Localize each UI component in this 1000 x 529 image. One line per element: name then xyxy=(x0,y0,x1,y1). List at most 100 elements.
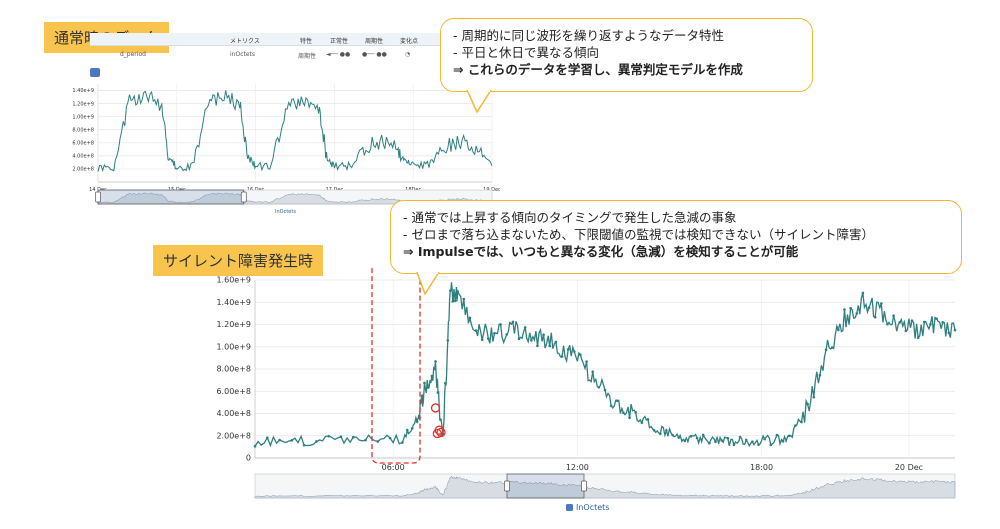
y-tick-label: 1.40e+9 xyxy=(216,298,251,307)
data-point xyxy=(916,336,920,340)
data-point xyxy=(652,428,656,432)
data-point xyxy=(560,355,564,358)
range-navigator[interactable] xyxy=(254,473,956,499)
data-point xyxy=(523,326,527,329)
navigator-selection[interactable] xyxy=(97,189,245,205)
data-point xyxy=(603,388,607,392)
data-point xyxy=(775,433,779,437)
y-tick-label: 0 xyxy=(246,454,251,463)
data-point xyxy=(579,353,582,357)
navigator-handle[interactable] xyxy=(240,191,247,203)
legend-inoctets[interactable]: InOctets xyxy=(576,503,610,512)
data-point xyxy=(787,434,791,438)
data-point xyxy=(615,399,619,403)
data-point xyxy=(315,440,318,443)
data-point xyxy=(597,386,601,389)
callout-silent-failure: - 通常では上昇する傾向のタイミングで発生した急減の事象 - ゼロまで落ち込まな… xyxy=(390,200,962,274)
data-point xyxy=(290,439,294,442)
y-tick-label: 1.00e+9 xyxy=(72,114,94,120)
y-tick-label: 1.40e+9 xyxy=(72,88,94,94)
data-point xyxy=(732,443,736,447)
data-point xyxy=(302,443,306,447)
data-point xyxy=(757,443,760,447)
data-point xyxy=(388,436,392,440)
table-header-change: 変化点 xyxy=(400,38,419,45)
callout-tail xyxy=(416,272,440,296)
anomaly-marker xyxy=(434,425,444,435)
table-header-normality: 正常性 xyxy=(330,38,349,45)
chart-toggle-icon[interactable] xyxy=(90,68,100,77)
legend-checkbox[interactable] xyxy=(566,504,573,511)
table-row-change: ◔ xyxy=(405,51,411,58)
table-row-metric: inOctets xyxy=(230,51,256,58)
data-point xyxy=(794,424,797,427)
data-point xyxy=(922,320,926,324)
data-point xyxy=(426,386,430,389)
data-point xyxy=(265,436,269,439)
table-row-normality: ◄── ●● xyxy=(326,51,351,58)
data-point xyxy=(517,337,521,341)
callout-tail xyxy=(466,90,492,114)
navigator-handle[interactable] xyxy=(581,480,587,492)
data-point xyxy=(430,374,434,378)
callout-line: - 通常では上昇する傾向のタイミングで発生した急減の事象 xyxy=(403,210,737,225)
data-point xyxy=(806,402,809,406)
data-point xyxy=(738,435,742,439)
silent-failure-chart: 0 2.00e+8 4.00e+8 6.00e+8 8.00e+8 1.00e+9 1.20… xyxy=(216,268,957,512)
data-point xyxy=(499,323,502,326)
data-point xyxy=(420,394,424,398)
legend-inoctets[interactable]: InOctets xyxy=(275,209,296,215)
data-point xyxy=(591,370,595,373)
y-tick-label: 4.00e+8 xyxy=(72,154,94,160)
y-tick-label: 1.20e+9 xyxy=(216,320,251,329)
data-point xyxy=(439,418,442,421)
data-point xyxy=(683,439,687,443)
data-point xyxy=(849,306,852,310)
data-point xyxy=(763,437,766,441)
data-point xyxy=(415,420,419,423)
data-point xyxy=(364,438,367,442)
data-point xyxy=(505,333,509,336)
data-point xyxy=(548,344,552,348)
data-point xyxy=(530,338,533,342)
data-point xyxy=(689,434,693,438)
callout-line: - 周期的に同じ波形を繰り返すようなデータ特性 xyxy=(453,28,724,43)
data-point xyxy=(855,312,859,315)
anomaly-marker xyxy=(430,403,441,413)
data-point xyxy=(800,420,803,424)
data-point xyxy=(720,439,723,442)
y-tick-label: 1.60e+9 xyxy=(216,276,251,285)
data-point xyxy=(935,317,938,320)
table-header xyxy=(90,33,490,46)
data-point xyxy=(376,440,380,443)
data-point xyxy=(405,428,409,432)
data-point xyxy=(446,339,450,342)
data-point xyxy=(609,404,613,408)
callout-normal-characteristics: - 周期的に同じ波形を繰り返すようなデータ特性 - 平日と休日で異なる傾向 ⇒ … xyxy=(440,18,813,92)
range-navigator[interactable] xyxy=(95,189,493,205)
callout-line: - 平日と休日で異なる傾向 xyxy=(453,45,599,60)
y-tick-label: 4.00e+8 xyxy=(216,409,251,418)
navigator-handle[interactable] xyxy=(95,191,101,203)
data-point xyxy=(929,323,932,326)
data-point xyxy=(640,421,644,425)
data-point xyxy=(658,432,662,436)
data-point xyxy=(861,291,865,295)
data-point xyxy=(812,395,816,399)
data-point xyxy=(726,436,730,440)
data-point xyxy=(585,360,588,363)
navigator-handle[interactable] xyxy=(504,480,510,492)
normal-traffic-chart: 2.00e+8 4.00e+8 6.00e+8 8.00e+8 1.00e+9 1.20e… xyxy=(72,68,500,215)
data-point xyxy=(886,322,889,326)
navigator-selection[interactable] xyxy=(506,473,585,499)
data-point xyxy=(451,300,455,303)
y-tick-label: 1.00e+9 xyxy=(216,342,251,351)
data-point xyxy=(410,427,414,430)
x-tick-label: 18:00 xyxy=(750,463,773,472)
table-row-trait: 周期性 xyxy=(298,53,317,60)
metrics-table: メトリクス 特性 正常性 周期性 変化点 d_period inOctets 周… xyxy=(90,33,490,65)
data-point xyxy=(837,328,840,332)
data-point xyxy=(253,445,257,448)
table-row-period: d_period xyxy=(120,51,146,58)
data-point xyxy=(278,438,281,442)
